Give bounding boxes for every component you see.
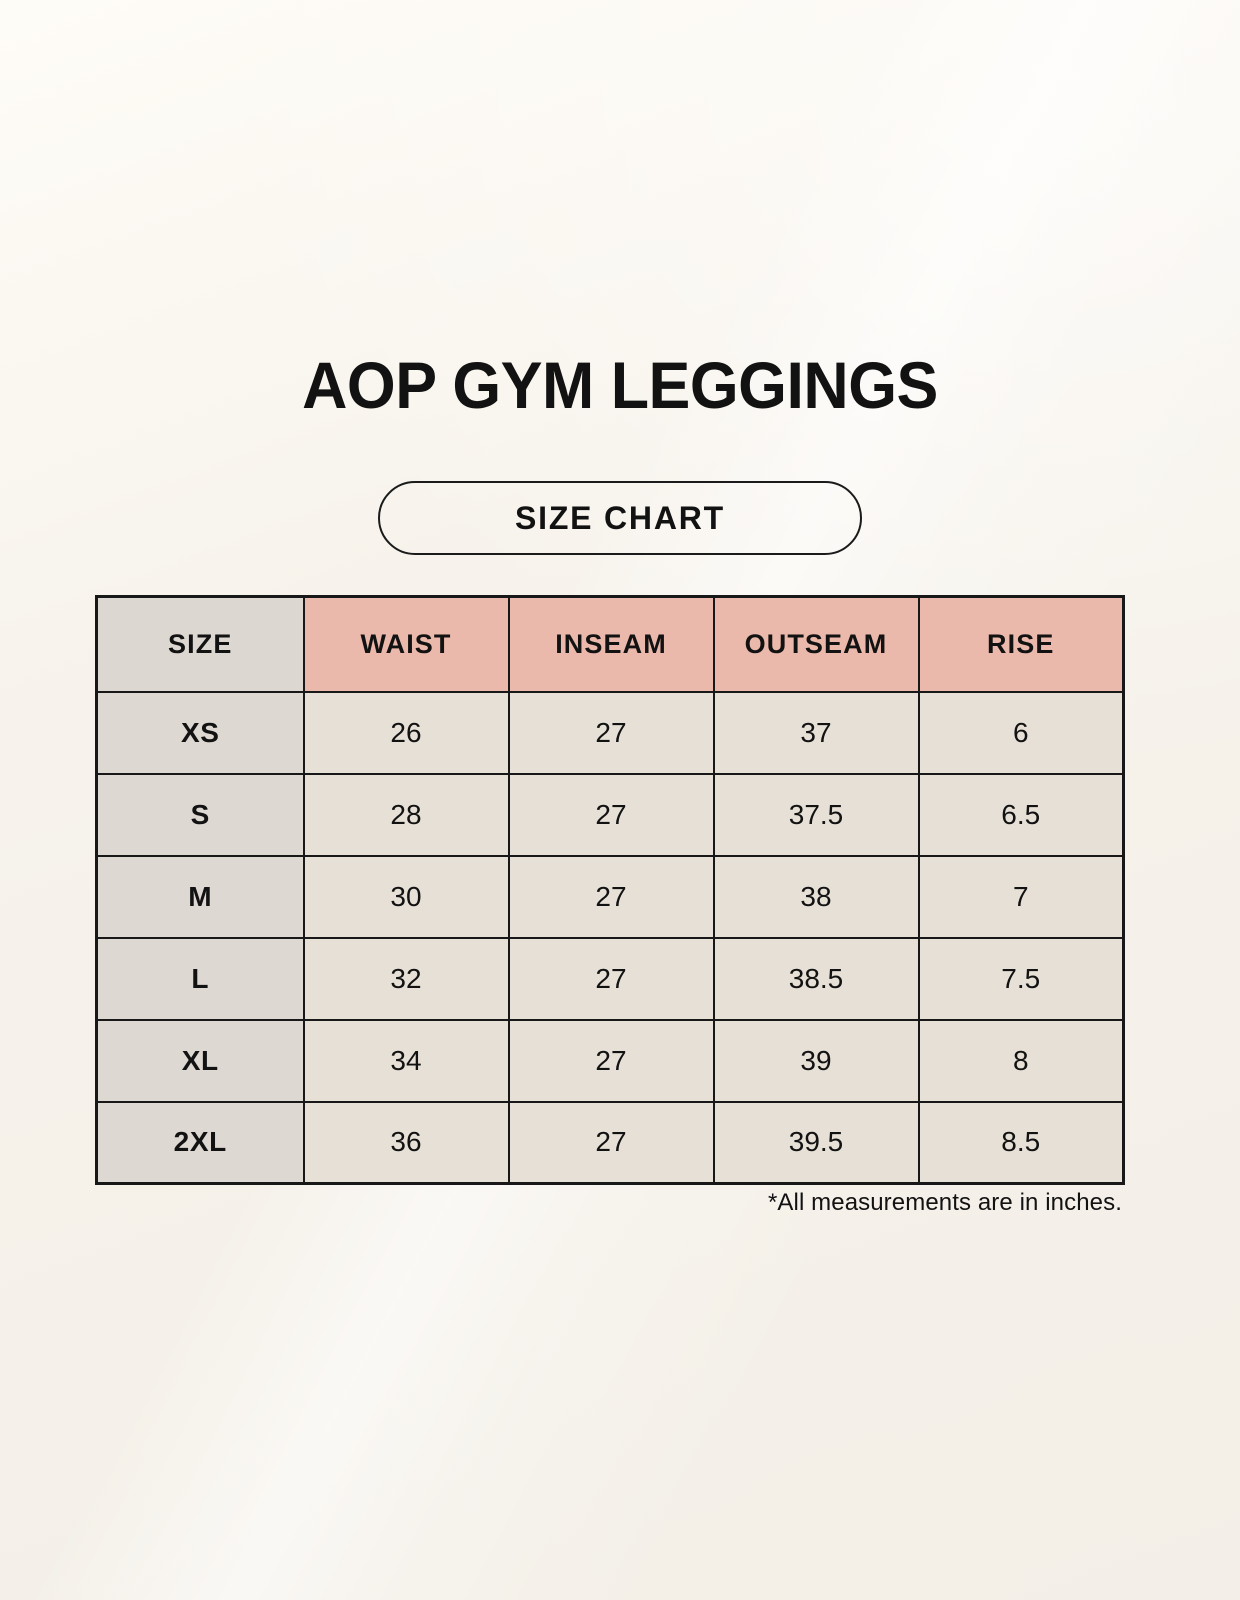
table-header-row: SIZE WAIST INSEAM OUTSEAM RISE <box>95 595 1125 693</box>
cell-size: S <box>95 772 305 857</box>
cell-rise: 6 <box>917 690 1125 775</box>
cell-inseam: 27 <box>507 1100 715 1185</box>
cell-size: M <box>95 854 305 939</box>
cell-waist: 30 <box>302 854 510 939</box>
cell-size: L <box>95 936 305 1021</box>
cell-outseam: 39 <box>712 1018 920 1103</box>
size-chart-badge: SIZE CHART <box>378 481 862 555</box>
column-header-inseam: INSEAM <box>507 595 715 693</box>
table-row: 2XL 36 27 39.5 8.5 <box>95 1100 1125 1185</box>
cell-rise: 8.5 <box>917 1100 1125 1185</box>
cell-waist: 26 <box>302 690 510 775</box>
cell-inseam: 27 <box>507 772 715 857</box>
cell-rise: 7 <box>917 854 1125 939</box>
cell-size: XS <box>95 690 305 775</box>
column-header-size: SIZE <box>95 595 305 693</box>
cell-inseam: 27 <box>507 936 715 1021</box>
size-chart-badge-label: SIZE CHART <box>515 499 725 536</box>
cell-rise: 8 <box>917 1018 1125 1103</box>
column-header-outseam: OUTSEAM <box>712 595 920 693</box>
table-row: L 32 27 38.5 7.5 <box>95 936 1125 1021</box>
cell-outseam: 38 <box>712 854 920 939</box>
cell-inseam: 27 <box>507 854 715 939</box>
cell-rise: 6.5 <box>917 772 1125 857</box>
cell-waist: 28 <box>302 772 510 857</box>
table-row: XL 34 27 39 8 <box>95 1018 1125 1103</box>
cell-outseam: 38.5 <box>712 936 920 1021</box>
size-table-wrapper: SIZE WAIST INSEAM OUTSEAM RISE XS 26 27 … <box>95 595 1125 1185</box>
page-title: AOP GYM LEGGINGS <box>302 348 938 422</box>
measurement-unit-note: *All measurements are in inches. <box>767 1189 1122 1216</box>
size-table-body: XS 26 27 37 6 S 28 27 37.5 6.5 M 30 27 <box>95 690 1125 1185</box>
cell-waist: 34 <box>302 1018 510 1103</box>
cell-outseam: 37 <box>712 690 920 775</box>
cell-outseam: 39.5 <box>712 1100 920 1185</box>
cell-inseam: 27 <box>507 690 715 775</box>
table-row: XS 26 27 37 6 <box>95 690 1125 775</box>
size-table: SIZE WAIST INSEAM OUTSEAM RISE XS 26 27 … <box>95 595 1125 1185</box>
column-header-waist: WAIST <box>302 595 510 693</box>
cell-size: XL <box>95 1018 305 1103</box>
cell-outseam: 37.5 <box>712 772 920 857</box>
cell-size: 2XL <box>95 1100 305 1185</box>
table-row: S 28 27 37.5 6.5 <box>95 772 1125 857</box>
cell-inseam: 27 <box>507 1018 715 1103</box>
cell-waist: 32 <box>302 936 510 1021</box>
column-header-rise: RISE <box>917 595 1125 693</box>
size-table-header: SIZE WAIST INSEAM OUTSEAM RISE <box>95 595 1125 693</box>
size-chart-badge-wrapper: SIZE CHART <box>0 481 1240 555</box>
table-row: M 30 27 38 7 <box>95 854 1125 939</box>
cell-rise: 7.5 <box>917 936 1125 1021</box>
cell-waist: 36 <box>302 1100 510 1185</box>
